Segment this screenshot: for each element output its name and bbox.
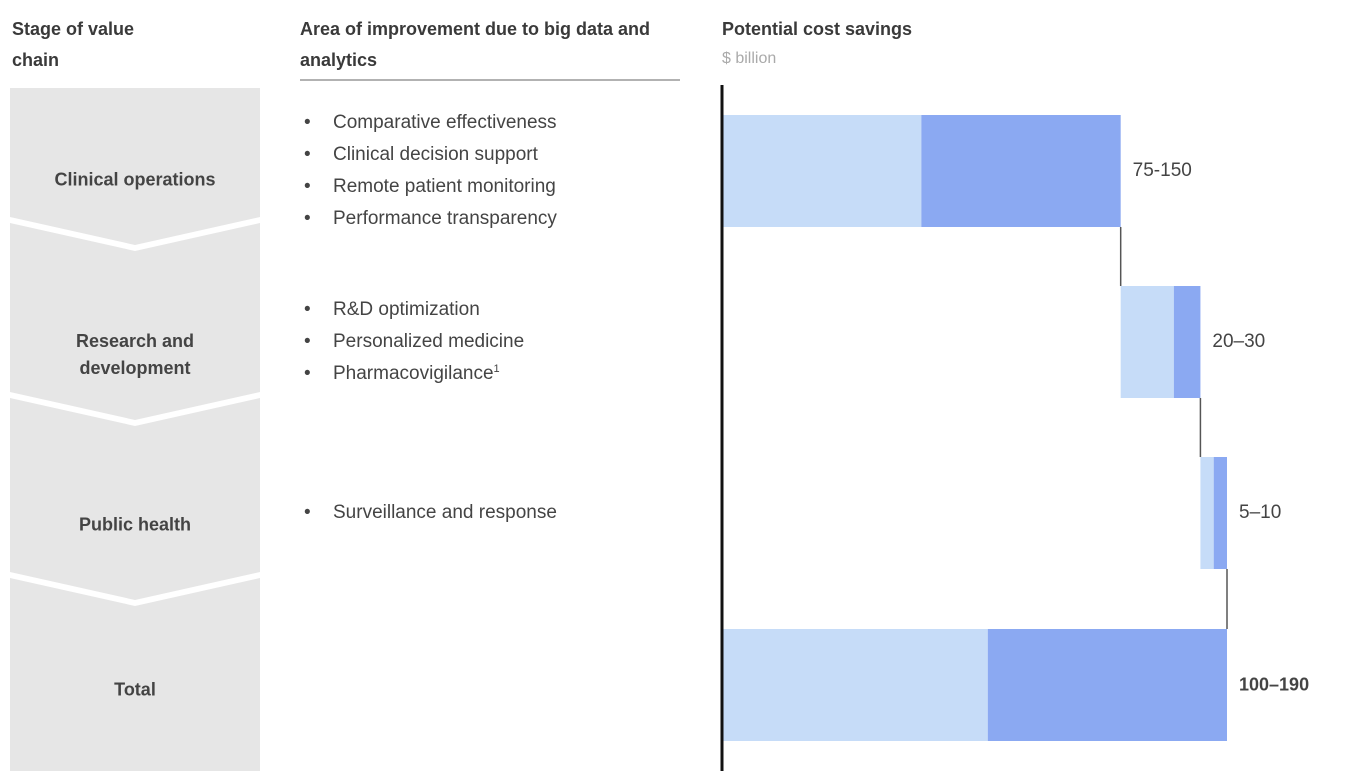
value-label: 20–30 [1212,331,1266,352]
value-label: 100–190 [1239,674,1310,695]
bar-low [1200,457,1214,569]
bullet-dot: • [304,144,311,165]
bullet-item: Personalized medicine [333,331,525,352]
stage-label: Clinical operations [54,169,216,190]
bullet-dot: • [304,112,311,133]
bar-low [722,629,988,741]
bullet-item: Pharmacovigilance1 [333,362,500,385]
chart-title: Potential cost savings [722,19,913,39]
bar-high [987,629,1227,741]
footnote-mark: 1 [493,362,500,375]
bullet-dot: • [304,299,311,320]
bullet-item: R&D optimization [333,299,480,320]
bullet-item: Clinical decision support [333,144,538,165]
stage-chevron [10,398,260,600]
stage-chevron [10,578,260,771]
stage-label: Research and development [75,331,195,378]
bar-low [1120,286,1174,398]
bullet-item: Performance transparency [333,208,557,229]
stage-label: Total [114,679,156,700]
bullet-item: Surveillance and response [333,502,557,523]
stage-chevron [10,88,260,245]
bar-high [1173,286,1201,398]
bullet-dot: • [304,363,311,384]
bullet-dot: • [304,502,311,523]
stage-label: Public health [78,514,192,535]
chart-subtitle: $ billion [722,50,777,67]
bullet-dot: • [304,331,311,352]
bullet-dot: • [304,176,311,197]
bullet-item: Remote patient monitoring [333,176,556,197]
stage-header: Stage of value chain [12,19,135,70]
value-label: 5–10 [1239,502,1282,523]
area-header: Area of improvement due to big data and … [300,19,651,70]
value-label: 75-150 [1132,160,1192,181]
bar-high [1213,457,1227,569]
stage-chevron [10,223,260,420]
bar-high [921,115,1121,227]
bar-low [722,115,922,227]
bullet-dot: • [304,208,311,229]
bullet-item: Comparative effectiveness [333,112,557,133]
